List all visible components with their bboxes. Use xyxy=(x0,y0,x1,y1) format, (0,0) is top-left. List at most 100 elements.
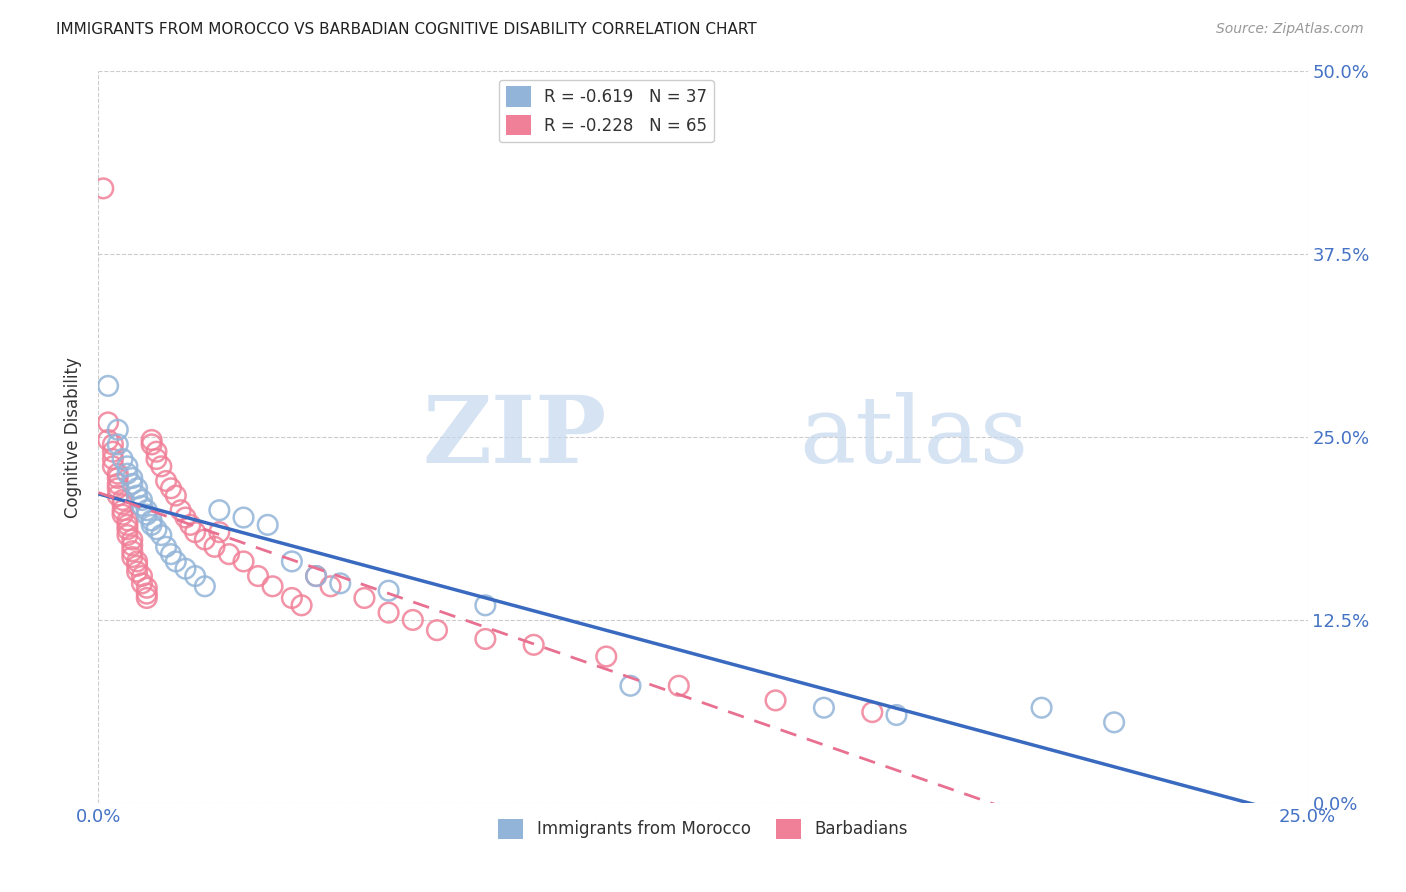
Point xyxy=(127,554,149,568)
Point xyxy=(208,525,231,540)
Point xyxy=(765,693,787,707)
Point xyxy=(117,522,139,536)
Point xyxy=(523,638,546,652)
Point xyxy=(290,599,312,613)
Point xyxy=(107,481,129,495)
Point xyxy=(1102,715,1125,730)
Point xyxy=(194,533,217,547)
Point xyxy=(121,471,143,485)
Point xyxy=(101,437,124,451)
Point xyxy=(111,503,134,517)
Point xyxy=(127,481,149,495)
Point xyxy=(305,569,328,583)
Point xyxy=(107,489,129,503)
Point xyxy=(97,379,120,393)
Point xyxy=(232,510,254,524)
Point xyxy=(97,433,120,447)
Point xyxy=(281,591,304,605)
Point xyxy=(247,569,270,583)
Point xyxy=(107,471,129,485)
Point xyxy=(329,576,352,591)
Point xyxy=(377,606,399,620)
Point xyxy=(141,513,163,527)
Point xyxy=(101,452,124,467)
Point xyxy=(169,503,191,517)
Point xyxy=(155,540,177,554)
Point xyxy=(165,554,187,568)
Point xyxy=(319,579,342,593)
Point xyxy=(131,493,153,508)
Point xyxy=(97,416,120,430)
Point xyxy=(426,623,449,637)
Point xyxy=(127,489,149,503)
Point xyxy=(121,476,143,491)
Point xyxy=(155,474,177,488)
Point xyxy=(204,540,226,554)
Point xyxy=(184,525,207,540)
Point xyxy=(145,522,167,536)
Point xyxy=(141,437,163,451)
Point xyxy=(145,452,167,467)
Point xyxy=(135,508,157,522)
Point xyxy=(860,705,883,719)
Point xyxy=(117,467,139,481)
Point xyxy=(184,569,207,583)
Point xyxy=(117,459,139,474)
Point xyxy=(218,547,240,561)
Point xyxy=(305,569,328,583)
Point xyxy=(107,437,129,451)
Point xyxy=(131,499,153,513)
Point xyxy=(179,517,201,532)
Point xyxy=(121,538,143,552)
Text: IMMIGRANTS FROM MOROCCO VS BARBADIAN COGNITIVE DISABILITY CORRELATION CHART: IMMIGRANTS FROM MOROCCO VS BARBADIAN COG… xyxy=(56,22,756,37)
Point xyxy=(813,700,835,714)
Point xyxy=(107,476,129,491)
Point xyxy=(117,513,139,527)
Point xyxy=(262,579,284,593)
Text: Source: ZipAtlas.com: Source: ZipAtlas.com xyxy=(1216,22,1364,37)
Point xyxy=(474,599,496,613)
Point xyxy=(101,444,124,458)
Point xyxy=(377,583,399,598)
Point xyxy=(145,444,167,458)
Point xyxy=(135,503,157,517)
Point xyxy=(232,554,254,568)
Point xyxy=(131,569,153,583)
Point xyxy=(101,459,124,474)
Point xyxy=(141,517,163,532)
Point xyxy=(174,510,197,524)
Text: ZIP: ZIP xyxy=(422,392,606,482)
Point xyxy=(668,679,690,693)
Point xyxy=(111,497,134,511)
Point xyxy=(117,528,139,542)
Point xyxy=(256,517,278,532)
Point xyxy=(135,581,157,595)
Point xyxy=(150,459,173,474)
Point xyxy=(141,433,163,447)
Point xyxy=(121,549,143,564)
Point xyxy=(165,489,187,503)
Point xyxy=(174,562,197,576)
Point xyxy=(208,503,231,517)
Point xyxy=(135,586,157,600)
Point xyxy=(160,547,183,561)
Legend: Immigrants from Morocco, Barbadians: Immigrants from Morocco, Barbadians xyxy=(492,812,914,846)
Point xyxy=(160,481,183,495)
Point xyxy=(121,533,143,547)
Point xyxy=(127,558,149,573)
Point xyxy=(135,591,157,605)
Point xyxy=(121,544,143,558)
Point xyxy=(886,708,908,723)
Point xyxy=(353,591,375,605)
Point xyxy=(111,452,134,467)
Point xyxy=(1031,700,1053,714)
Point xyxy=(595,649,617,664)
Point xyxy=(281,554,304,568)
Point xyxy=(111,508,134,522)
Point xyxy=(402,613,425,627)
Point xyxy=(131,576,153,591)
Point xyxy=(117,517,139,532)
Point xyxy=(127,565,149,579)
Point xyxy=(619,679,641,693)
Point xyxy=(91,181,114,195)
